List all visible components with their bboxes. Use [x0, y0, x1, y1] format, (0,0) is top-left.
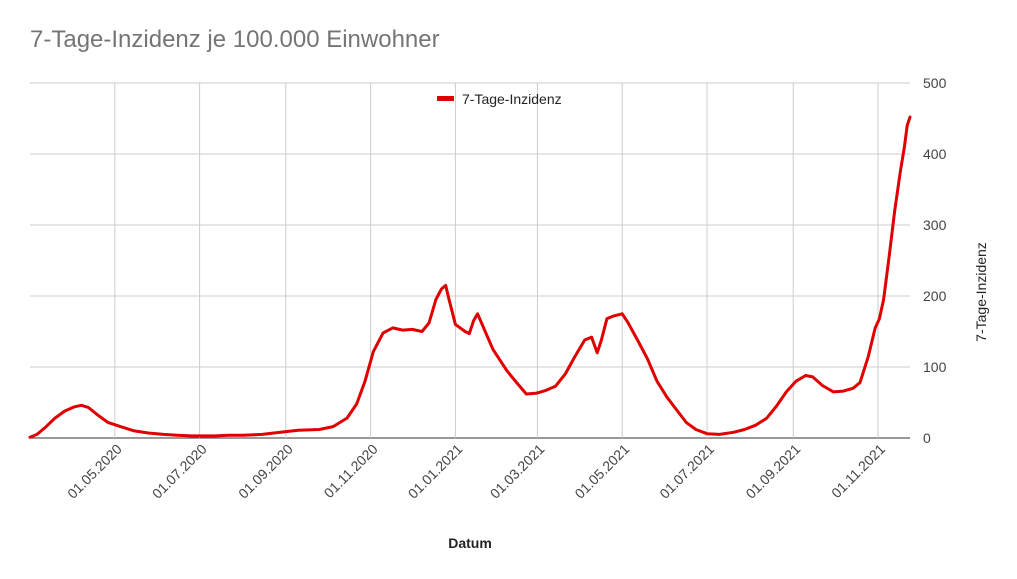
x-tick-label: 01.05.2021 [571, 441, 632, 502]
x-tick-label: 01.09.2020 [235, 441, 296, 502]
x-tick-label: 01.03.2021 [487, 441, 548, 502]
x-tick-label: 01.07.2020 [149, 441, 210, 502]
gridlines [30, 82, 910, 439]
x-tick-label: 01.09.2021 [742, 441, 803, 502]
y-tick-label: 0 [923, 430, 931, 446]
legend: 7-Tage-Inzidenz [437, 91, 562, 107]
legend-swatch [437, 96, 454, 101]
x-tick-label: 01.05.2020 [64, 441, 125, 502]
y-axis-ticks: 0 100 200 300 400 500 [923, 75, 947, 446]
x-tick-label: 01.07.2021 [656, 441, 717, 502]
y-tick-label: 400 [923, 146, 947, 162]
x-axis-title: Datum [448, 535, 492, 551]
x-axis-ticks: 01.05.2020 01.07.2020 01.09.2020 01.11.2020… [64, 441, 888, 502]
x-tick-label: 01.01.2021 [405, 441, 466, 502]
y-tick-label: 500 [923, 75, 947, 91]
series-line [28, 115, 912, 439]
y-tick-label: 200 [923, 288, 947, 304]
y-tick-label: 300 [923, 217, 947, 233]
y-tick-label: 100 [923, 359, 947, 375]
y-axis-title: 7-Tage-Inzidenz [973, 242, 989, 342]
chart-title: 7-Tage-Inzidenz je 100.000 Einwohner [30, 26, 440, 53]
x-tick-label: 01.11.2021 [828, 441, 888, 501]
legend-label: 7-Tage-Inzidenz [462, 91, 562, 107]
x-tick-label: 01.11.2020 [321, 441, 381, 501]
series-layer [28, 115, 912, 439]
